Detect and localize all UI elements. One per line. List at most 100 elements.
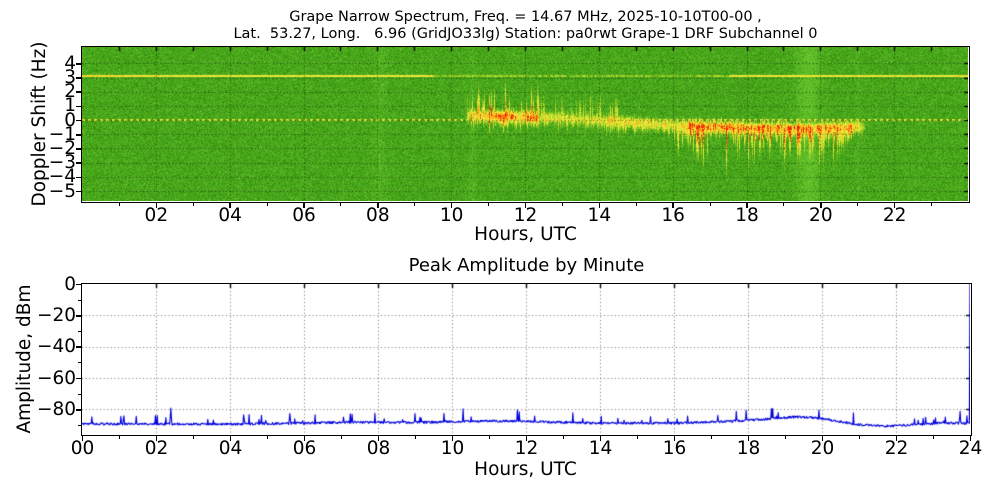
x-minor-tick-mark <box>266 203 268 206</box>
x-tick-mark <box>377 203 379 208</box>
x-tick-label: 14 <box>588 438 613 459</box>
y-tick-label: −4 <box>48 166 76 188</box>
x-minor-tick-mark <box>118 203 120 206</box>
x-tick-label: 16 <box>662 438 687 459</box>
y-minor-tick-mark <box>78 393 81 395</box>
x-tick-label: 04 <box>218 438 243 459</box>
x-minor-tick-mark <box>488 203 490 206</box>
x-minor-tick-mark <box>933 436 934 439</box>
x-tick-mark <box>599 436 602 441</box>
x-tick-label: 10 <box>439 205 464 226</box>
y-tick-label: −3 <box>48 151 76 173</box>
x-tick-mark <box>525 436 528 441</box>
x-tick-label: 08 <box>366 438 391 459</box>
x-minor-tick-mark <box>489 436 490 439</box>
y-tick-mark <box>76 409 81 411</box>
x-minor-tick-mark <box>415 436 416 439</box>
figure-title-line1: Grape Narrow Spectrum, Freq. = 14.67 MHz… <box>289 9 762 25</box>
x-tick-mark <box>229 203 231 208</box>
y-tick-mark <box>76 315 81 317</box>
x-minor-tick-mark <box>561 203 563 206</box>
x-tick-mark <box>450 203 453 208</box>
x-minor-tick-mark <box>859 436 860 439</box>
x-tick-label: 20 <box>809 205 833 226</box>
x-tick-label: 18 <box>736 438 761 459</box>
x-minor-tick-mark <box>340 203 342 206</box>
x-tick-mark <box>303 203 305 208</box>
spectrogram-canvas <box>82 47 968 201</box>
y-tick-mark <box>76 148 81 150</box>
amplitude-x-axis-label: Hours, UTC <box>474 459 577 480</box>
x-tick-mark <box>229 436 232 441</box>
x-minor-tick-mark <box>341 436 342 439</box>
figure-title-line2: Lat. 53.27, Long. 6.96 (GridJO33lg) Stat… <box>233 26 818 42</box>
x-tick-label: 24 <box>958 438 983 459</box>
y-tick-mark <box>76 134 81 136</box>
x-minor-tick-mark <box>709 203 711 206</box>
spectrogram-x-axis-label: Hours, UTC <box>474 224 577 245</box>
x-tick-mark <box>673 436 676 441</box>
x-tick-mark <box>820 203 822 208</box>
x-tick-mark <box>155 436 158 441</box>
x-tick-label: 12 <box>514 438 539 459</box>
x-minor-tick-mark <box>267 436 268 439</box>
x-minor-tick-mark <box>637 436 638 439</box>
x-tick-label: 16 <box>661 205 685 226</box>
y-tick-label: −1 <box>48 123 76 145</box>
x-minor-tick-mark <box>711 436 712 439</box>
x-minor-tick-mark <box>193 436 194 439</box>
amplitude-plot-area <box>81 283 972 436</box>
y-tick-label: −2 <box>48 137 76 159</box>
y-tick-mark <box>76 77 81 79</box>
amplitude-line-canvas <box>82 284 970 434</box>
x-tick-label: 20 <box>810 438 835 459</box>
y-tick-mark <box>76 91 81 93</box>
x-minor-tick-mark <box>192 203 194 206</box>
x-minor-tick-mark <box>635 203 637 206</box>
x-tick-mark <box>747 436 750 441</box>
y-tick-mark <box>76 105 81 108</box>
x-tick-mark <box>377 436 380 441</box>
x-tick-label: 06 <box>292 205 316 226</box>
y-tick-label: 3 <box>64 66 76 88</box>
x-minor-tick-mark <box>785 436 786 439</box>
x-tick-label: 12 <box>513 205 538 226</box>
y-tick-label: −40 <box>36 335 76 357</box>
amplitude-panel-title: Peak Amplitude by Minute <box>408 255 645 276</box>
x-tick-mark <box>155 203 158 208</box>
x-tick-label: 02 <box>144 205 169 226</box>
y-tick-mark <box>76 346 81 348</box>
x-minor-tick-mark <box>857 203 859 206</box>
x-tick-mark <box>893 203 896 208</box>
x-tick-label: 18 <box>735 205 759 226</box>
x-tick-mark <box>524 203 527 208</box>
x-tick-label: 22 <box>882 205 907 226</box>
y-tick-label: 1 <box>64 95 76 117</box>
x-tick-label: 02 <box>144 438 169 459</box>
x-tick-mark <box>746 203 748 208</box>
y-tick-label: 4 <box>64 52 76 74</box>
y-tick-mark <box>76 119 81 122</box>
y-tick-mark <box>76 176 81 179</box>
y-tick-label: −60 <box>36 367 76 389</box>
x-tick-mark <box>598 203 601 208</box>
x-tick-mark <box>81 436 84 441</box>
y-tick-label: 2 <box>64 80 76 102</box>
y-minor-tick-mark <box>78 331 81 333</box>
y-tick-label: −80 <box>36 398 76 420</box>
x-tick-label: 06 <box>292 438 317 459</box>
y-tick-mark <box>76 283 81 286</box>
y-tick-mark <box>76 190 81 193</box>
y-tick-mark <box>76 162 81 164</box>
y-minor-tick-mark <box>78 362 81 364</box>
y-tick-mark <box>76 63 81 65</box>
x-minor-tick-mark <box>119 436 120 439</box>
x-tick-mark <box>821 436 824 441</box>
x-minor-tick-mark <box>783 203 785 206</box>
y-tick-label: −5 <box>48 180 76 202</box>
x-tick-mark <box>672 203 674 208</box>
x-minor-tick-mark <box>563 436 564 439</box>
x-tick-label: 14 <box>587 205 612 226</box>
x-minor-tick-mark <box>414 203 416 206</box>
